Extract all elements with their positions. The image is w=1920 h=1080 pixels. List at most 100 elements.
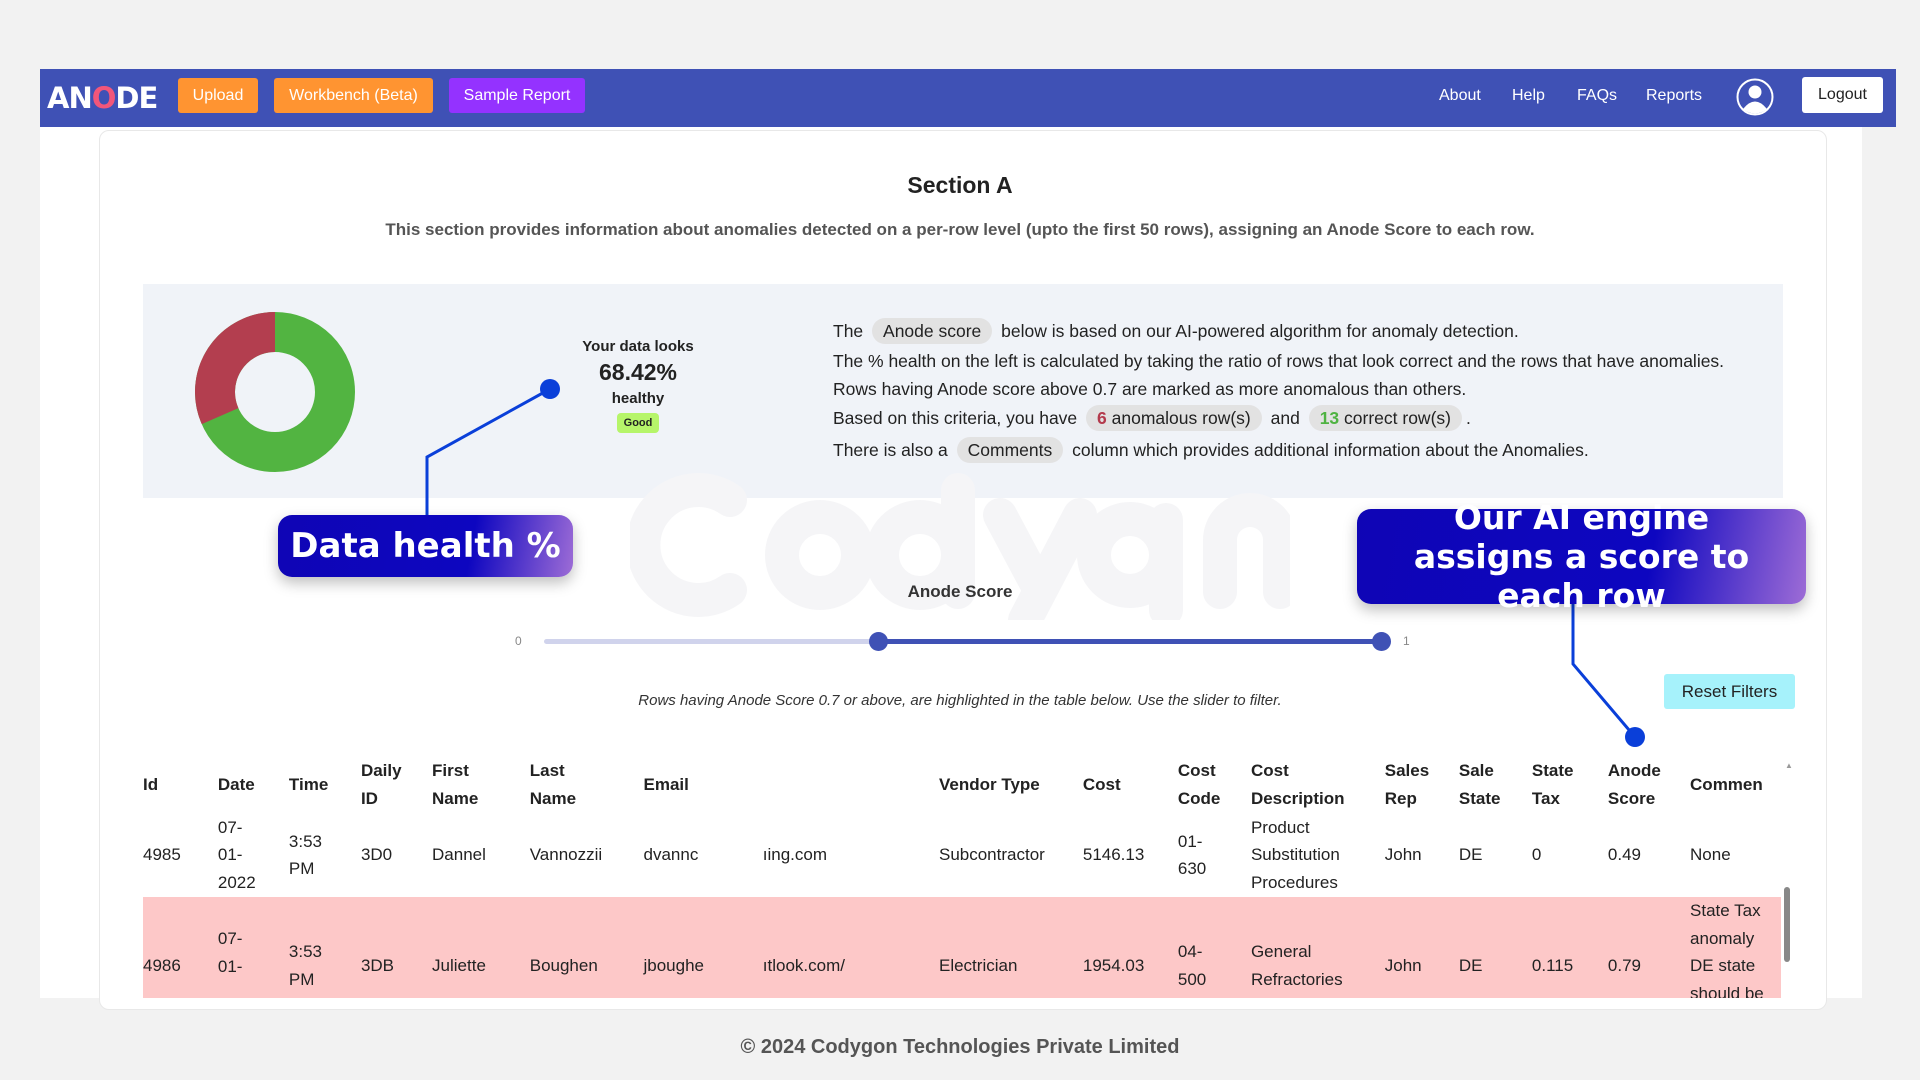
table-scrollbar[interactable]: ▲ — [1781, 757, 1793, 998]
cell-text: John — [1384, 956, 1422, 975]
cell-text: Electrician — [938, 956, 1018, 975]
slider-low-handle[interactable] — [869, 632, 889, 651]
column-header[interactable] — [763, 757, 939, 813]
column-header[interactable]: Time — [289, 757, 361, 813]
slider-high-handle[interactable] — [1371, 632, 1391, 651]
column-header[interactable]: State Tax — [1532, 757, 1608, 813]
table-cell: 0.49 — [1608, 813, 1690, 897]
column-header[interactable]: Id — [143, 757, 218, 813]
header-text: Sales — [1384, 761, 1430, 780]
cell-text: Product — [1250, 817, 1310, 837]
logout-button[interactable]: Logout — [1802, 77, 1883, 113]
table-row-anomalous[interactable]: 4986 07- 01- 3:53 PM 3DB Juliette Boughen jbough… — [143, 897, 1783, 998]
cell-text: 0.115 — [1531, 956, 1574, 975]
logo-text: DE — [115, 81, 158, 115]
cell-text: Dannel — [432, 845, 486, 865]
table-cell: 4986 — [143, 897, 218, 998]
table-cell: 5146.13 — [1083, 813, 1178, 897]
cell-text: PM — [288, 969, 315, 989]
nav-link-about[interactable]: About — [1439, 87, 1481, 104]
table-cell: 4985 — [143, 813, 218, 897]
column-header[interactable]: Cost Code — [1178, 757, 1251, 813]
column-header[interactable]: First Name — [432, 757, 530, 813]
column-header[interactable]: Date — [218, 757, 289, 813]
cell-text: Substitution — [1250, 845, 1340, 865]
cell-text: 4985 — [143, 845, 181, 865]
nav-link-reports[interactable]: Reports — [1646, 87, 1703, 104]
cell-text: 0.49 — [1607, 845, 1641, 865]
info-line-4: Based on this criteria, you have 6 anoma… — [833, 405, 1471, 431]
table-cell: John — [1384, 897, 1459, 998]
cell-text: 3:53 — [288, 942, 322, 961]
table-cell: 07- 01- — [217, 897, 289, 998]
chip-label: correct row(s) — [1344, 408, 1451, 428]
header-text: Email — [643, 775, 689, 794]
nav-link-faqs[interactable]: FAQs — [1577, 87, 1618, 104]
table-row[interactable]: 4985 07- 01- 2022 3:53 PM 3D0 Dannel Vannozzii dv… — [143, 813, 1783, 897]
table-cell: Subcontractor — [939, 813, 1083, 897]
workbench-button[interactable]: Workbench (Beta) — [274, 78, 433, 113]
table-cell: None — [1690, 813, 1783, 897]
header-text: Cost — [1250, 761, 1289, 780]
upload-button[interactable]: Upload — [178, 78, 258, 113]
column-header[interactable]: Sale State — [1459, 757, 1532, 813]
cell-text: Subcontractor — [938, 845, 1045, 865]
cell-text: PM — [288, 859, 315, 878]
scrollbar-thumb[interactable] — [1784, 887, 1790, 962]
anode-score-chip: Anode score — [872, 318, 993, 344]
cell-text: Vannozzii — [529, 845, 603, 865]
header-text: Cost — [1177, 761, 1216, 780]
reset-filters-button[interactable]: Reset Filters — [1664, 674, 1795, 709]
sample-report-button[interactable]: Sample Report — [449, 78, 585, 113]
column-header[interactable]: Cost — [1083, 757, 1178, 813]
table-cell: State Tax anomaly DE state should be — [1690, 897, 1783, 998]
column-header[interactable]: Vendor Type — [939, 757, 1083, 813]
correct-count: 13 — [1319, 408, 1340, 428]
ai-score-callout: Our AI engine assigns a score to each ro… — [1357, 498, 1806, 615]
cell-text: 3DB — [360, 956, 395, 975]
header-text: Name — [432, 789, 479, 808]
slider-range-fill — [878, 639, 1381, 644]
anomalous-count: 6 — [1097, 408, 1107, 428]
anode-score-slider-track[interactable] — [544, 632, 1391, 651]
watermark-logo — [630, 473, 1290, 620]
slider-max-label: 1 — [1403, 634, 1410, 648]
table-cell: Vannozzii — [530, 813, 644, 897]
cell-text: ıtlook.com/ — [762, 956, 845, 975]
info-text: column which provides additional informa… — [1072, 440, 1589, 460]
column-header[interactable]: Anode Score — [1608, 757, 1690, 813]
header-text: Score — [1607, 789, 1656, 808]
column-header[interactable]: Cost Description — [1251, 757, 1385, 813]
data-health-callout: Data health % — [278, 515, 573, 577]
cell-text: 0 — [1531, 845, 1542, 865]
column-header[interactable]: Email — [644, 757, 763, 813]
logo-text: AN — [47, 81, 93, 115]
health-donut-chart — [195, 312, 355, 472]
cell-text: should be — [1690, 983, 1764, 999]
anode-logo[interactable]: ANODE — [47, 81, 158, 115]
table-cell: John — [1385, 813, 1459, 897]
header-text: Id — [143, 775, 159, 794]
column-header[interactable]: Last Name — [530, 757, 644, 813]
correct-count-chip: 13 correct row(s) — [1308, 405, 1462, 431]
table-cell: Boughen — [529, 897, 644, 998]
header-text: State — [1458, 789, 1501, 808]
header-text: ID — [360, 789, 378, 808]
scroll-up-arrow-icon[interactable]: ▲ — [1785, 761, 1793, 770]
table-cell: 3DB — [360, 897, 433, 998]
header-text: Cost — [1082, 775, 1121, 794]
column-header[interactable]: Sales Rep — [1385, 757, 1459, 813]
info-line-3: Rows having Anode score above 0.7 are ma… — [833, 379, 1467, 399]
nav-link-help[interactable]: Help — [1512, 87, 1545, 104]
cell-text: 01- — [217, 956, 243, 976]
comments-chip: Comments — [956, 437, 1064, 463]
info-text: below is based on our AI-powered algorit… — [1001, 321, 1519, 341]
slider-min-label: 0 — [515, 634, 522, 648]
column-header[interactable]: Daily ID — [361, 757, 432, 813]
column-header[interactable]: Commen — [1690, 757, 1783, 813]
header-text: Last — [529, 761, 565, 780]
user-avatar-icon[interactable] — [1736, 78, 1774, 116]
donut-anomalous-slice — [195, 312, 276, 425]
section-subtitle: This section provides information about … — [385, 220, 1535, 239]
header-text: First — [432, 761, 469, 780]
